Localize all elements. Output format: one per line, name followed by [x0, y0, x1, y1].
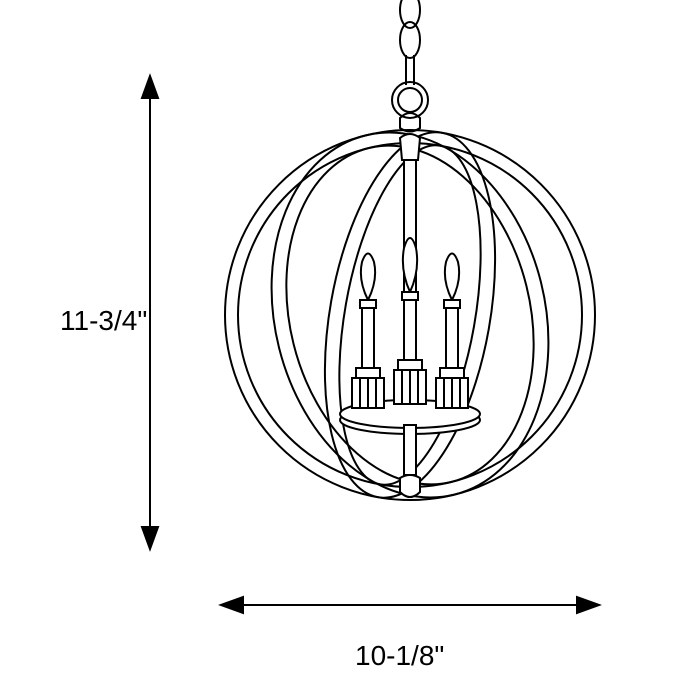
- chain: [400, 0, 420, 85]
- pendant-light-diagram: 11-3/4" 10-1/8": [0, 0, 700, 700]
- width-label: 10-1/8": [355, 640, 444, 671]
- candle-right: [436, 254, 468, 409]
- width-dimension-arrow: [221, 597, 599, 613]
- height-label: 11-3/4": [60, 305, 147, 336]
- candle-left: [352, 254, 384, 409]
- candle-base: [340, 400, 480, 497]
- candle-center: [394, 238, 426, 404]
- candles: [352, 238, 468, 408]
- hanger-ring: [392, 82, 428, 132]
